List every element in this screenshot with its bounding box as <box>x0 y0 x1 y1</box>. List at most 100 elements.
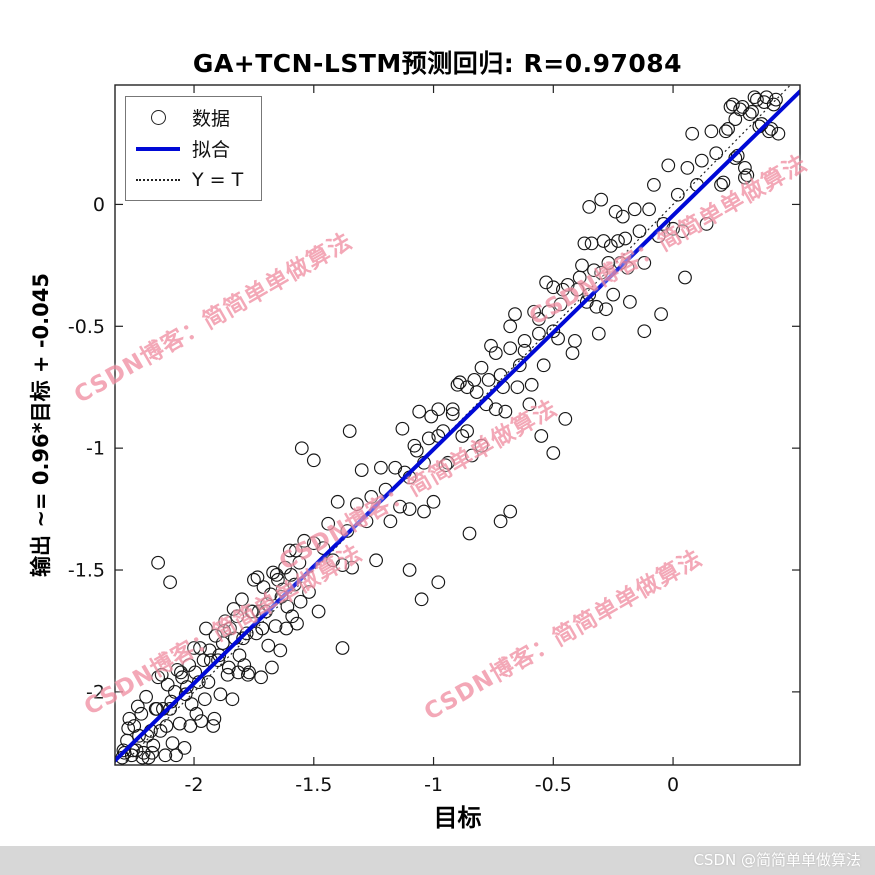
data-point <box>735 100 750 114</box>
data-point <box>247 572 261 587</box>
data-point <box>263 587 278 602</box>
data-point <box>541 304 556 319</box>
data-point <box>183 719 198 733</box>
data-point <box>599 302 613 317</box>
data-point <box>539 275 553 290</box>
data-point <box>460 380 474 395</box>
x-axis-label: 目标 <box>433 804 482 832</box>
data-point <box>306 536 321 551</box>
data-point <box>342 424 357 438</box>
data-point <box>284 568 298 582</box>
data-point <box>728 112 743 126</box>
data-point <box>345 560 359 575</box>
data-point <box>546 446 561 460</box>
data-point <box>414 592 429 607</box>
data-point <box>534 429 549 443</box>
x-tick-label: -1 <box>424 774 443 796</box>
legend-item-fit: 拟合 <box>134 133 243 164</box>
data-point <box>670 187 685 202</box>
data-point <box>146 738 161 753</box>
data-point <box>503 319 518 334</box>
data-point <box>759 90 774 105</box>
data-point <box>202 643 217 658</box>
data-point <box>536 358 551 373</box>
data-point <box>287 577 302 592</box>
data-point <box>116 743 131 758</box>
data-point <box>250 570 265 585</box>
data-point <box>335 558 350 572</box>
data-point <box>718 124 733 139</box>
data-point <box>282 543 297 558</box>
data-point <box>594 192 609 207</box>
data-point <box>170 663 185 677</box>
data-point <box>184 697 199 711</box>
data-point <box>575 258 589 273</box>
fit-line-icon <box>134 146 182 151</box>
data-point <box>661 158 676 173</box>
data-point <box>565 346 580 360</box>
data-point <box>611 234 625 248</box>
data-point <box>450 377 465 392</box>
data-point <box>388 460 403 475</box>
data-point <box>498 404 513 419</box>
data-point <box>488 402 503 417</box>
data-point <box>218 614 233 629</box>
data-point <box>201 675 216 689</box>
csdn-footer-watermark: CSDN @简简单单做算法 <box>0 846 875 875</box>
data-point <box>261 638 276 653</box>
data-point <box>532 326 546 341</box>
data-point <box>517 343 532 358</box>
data-point <box>769 92 783 107</box>
data-point <box>647 178 661 192</box>
data-point <box>335 641 350 655</box>
data-point <box>145 745 159 760</box>
data-point <box>508 307 522 321</box>
data-point <box>409 443 424 458</box>
data-point <box>150 702 164 716</box>
data-point <box>188 665 203 680</box>
data-point <box>666 221 680 236</box>
data-point <box>474 360 489 375</box>
data-point <box>292 555 307 570</box>
data-point <box>431 575 446 590</box>
data-point <box>412 404 427 419</box>
legend-label-data: 数据 <box>192 108 231 130</box>
data-point <box>568 334 582 348</box>
data-point <box>738 161 752 175</box>
data-point <box>254 670 268 685</box>
data-point <box>293 594 308 609</box>
data-point <box>637 256 652 270</box>
data-point <box>230 609 245 624</box>
data-point <box>445 407 460 421</box>
data-point <box>512 358 527 373</box>
data-point <box>527 304 541 319</box>
data-point <box>488 346 503 360</box>
data-point <box>627 202 642 217</box>
data-point <box>122 711 137 726</box>
data-point <box>154 667 169 682</box>
data-point <box>268 619 283 633</box>
data-point <box>493 514 508 529</box>
data-point <box>747 90 762 105</box>
data-point <box>704 124 719 139</box>
data-point <box>174 665 188 680</box>
data-point <box>709 146 724 161</box>
data-point <box>417 504 431 519</box>
data-point <box>587 263 601 278</box>
x-tick-label: -0.5 <box>535 774 572 796</box>
data-point <box>288 543 303 558</box>
data-point <box>570 282 585 297</box>
data-point <box>426 494 441 509</box>
data-point <box>256 580 271 594</box>
data-point <box>177 741 192 755</box>
data-point <box>524 377 539 392</box>
data-point <box>172 716 187 731</box>
data-point <box>546 280 561 295</box>
data-point <box>750 92 764 107</box>
legend-item-identity: Y = T <box>134 164 243 195</box>
data-point <box>462 526 477 541</box>
data-point <box>364 490 379 504</box>
y-tick-label: -2 <box>86 681 105 703</box>
